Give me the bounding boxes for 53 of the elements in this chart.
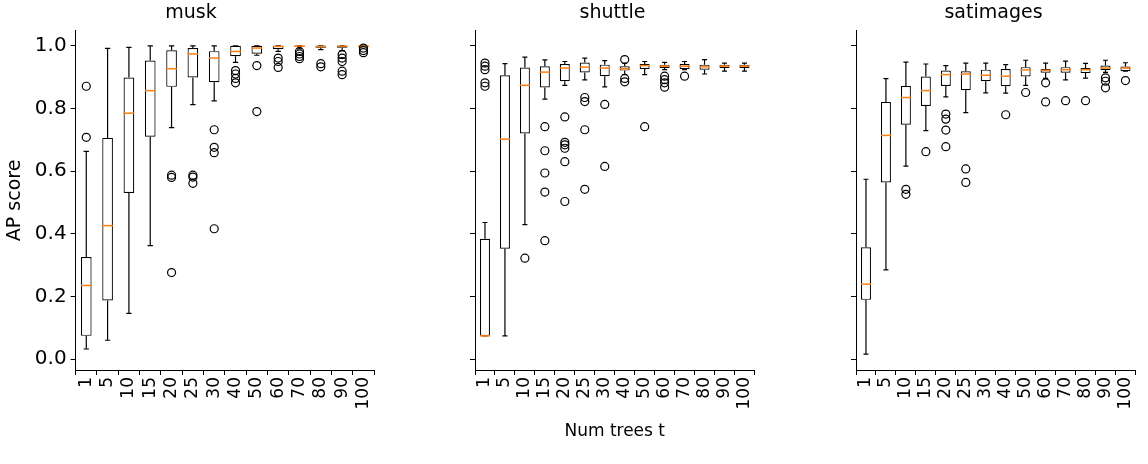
chart-title: shuttle xyxy=(579,0,646,23)
x-tick-label: 15 xyxy=(138,377,159,399)
chart-title: musk xyxy=(165,0,217,23)
x-tick-label: 10 xyxy=(513,377,534,399)
chart-title: satimages xyxy=(944,0,1043,23)
x-tick-label: 60 xyxy=(653,377,674,399)
x-tick-label: 50 xyxy=(1014,377,1035,399)
x-tick-label: 60 xyxy=(1034,377,1055,399)
x-tick-label: 30 xyxy=(974,377,995,399)
x-tick-label: 80 xyxy=(309,377,330,399)
x-tick-label: 1 xyxy=(74,377,95,388)
y-tick-label: 0.8 xyxy=(34,94,67,119)
x-tick-label: 60 xyxy=(266,377,287,399)
x-tick-label: 80 xyxy=(1073,377,1094,399)
x-tick-label: 20 xyxy=(553,377,574,399)
y-tick-label: 0.4 xyxy=(34,219,67,244)
x-tick-label: 90 xyxy=(330,377,351,399)
y-tick-label: 0.2 xyxy=(34,282,67,307)
x-tick-label: 5 xyxy=(493,377,514,388)
x-tick-label: 20 xyxy=(159,377,180,399)
x-axis-title: Num trees t xyxy=(564,420,666,441)
x-tick-label: 15 xyxy=(914,377,935,399)
x-tick-label: 5 xyxy=(874,377,895,388)
x-tick-label: 30 xyxy=(202,377,223,399)
x-tick-label: 20 xyxy=(934,377,955,399)
x-tick-label: 40 xyxy=(613,377,634,399)
x-tick-label: 70 xyxy=(673,377,693,399)
x-tick-label: 30 xyxy=(593,377,614,399)
x-tick-label: 40 xyxy=(223,377,244,399)
x-tick-label: 100 xyxy=(1113,377,1134,410)
x-tick-label: 40 xyxy=(994,377,1015,399)
y-axis-title: AP score xyxy=(2,159,25,242)
x-tick-label: 100 xyxy=(732,377,753,410)
x-tick-label: 90 xyxy=(1093,377,1114,399)
x-tick-label: 1 xyxy=(473,377,494,388)
x-tick-label: 50 xyxy=(633,377,654,399)
x-tick-label: 70 xyxy=(287,377,308,399)
x-tick-label: 10 xyxy=(894,377,915,399)
x-tick-label: 70 xyxy=(1054,377,1074,399)
x-tick-label: 10 xyxy=(117,377,138,399)
y-tick-label: 0.6 xyxy=(34,157,67,182)
x-tick-label: 100 xyxy=(351,377,372,410)
y-tick-label: 1.0 xyxy=(34,32,67,57)
x-tick-label: 80 xyxy=(692,377,713,399)
y-tick-label: 0.0 xyxy=(34,345,67,370)
x-tick-label: 25 xyxy=(954,377,975,399)
x-tick-label: 50 xyxy=(245,377,266,399)
x-tick-label: 25 xyxy=(181,377,202,399)
x-tick-label: 15 xyxy=(533,377,554,399)
x-tick-label: 25 xyxy=(573,377,594,399)
x-tick-label: 1 xyxy=(854,377,875,388)
x-tick-label: 5 xyxy=(96,377,117,388)
x-tick-label: 90 xyxy=(712,377,733,399)
